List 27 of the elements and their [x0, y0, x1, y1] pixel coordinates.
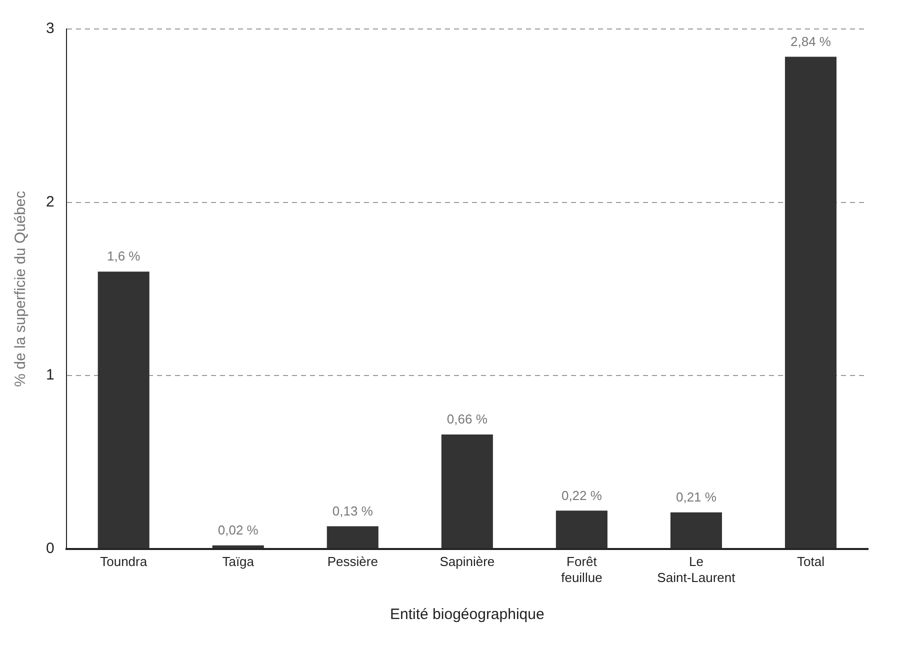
bar	[212, 545, 264, 548]
y-axis-title: % de la superficie du Québec	[12, 190, 30, 387]
data-label: 0,21 %	[676, 489, 717, 504]
x-tick-label: Pessière	[327, 554, 378, 570]
y-tick-label: 0	[46, 540, 54, 557]
x-tick-label: Toundra	[100, 554, 148, 570]
bar	[556, 510, 608, 548]
data-label: 1,6 %	[106, 248, 141, 264]
x-tick-label: Sapinière	[440, 554, 495, 570]
data-label: 0,13 %	[332, 503, 374, 518]
y-tick-label: 1	[46, 366, 54, 384]
data-label: 0,22 %	[561, 488, 602, 503]
bar	[670, 512, 722, 548]
bar	[98, 272, 150, 548]
x-axis-title: Entité biogéographique	[390, 606, 544, 624]
bar	[441, 434, 493, 548]
data-label: 0,66 %	[446, 412, 488, 427]
data-label: 2,84 %	[790, 34, 832, 49]
data-label: 0,02 %	[218, 522, 259, 538]
x-tick-label: Total	[797, 554, 825, 570]
y-tick-label: 2	[46, 193, 54, 210]
x-tick-label: Taïga	[222, 554, 255, 570]
bar	[326, 526, 378, 548]
bar	[784, 56, 837, 548]
y-tick-label: 3	[46, 20, 54, 38]
x-tick-label: Le Saint-Laurent	[657, 554, 736, 585]
x-tick-label: Forêt feuillue	[561, 554, 602, 585]
